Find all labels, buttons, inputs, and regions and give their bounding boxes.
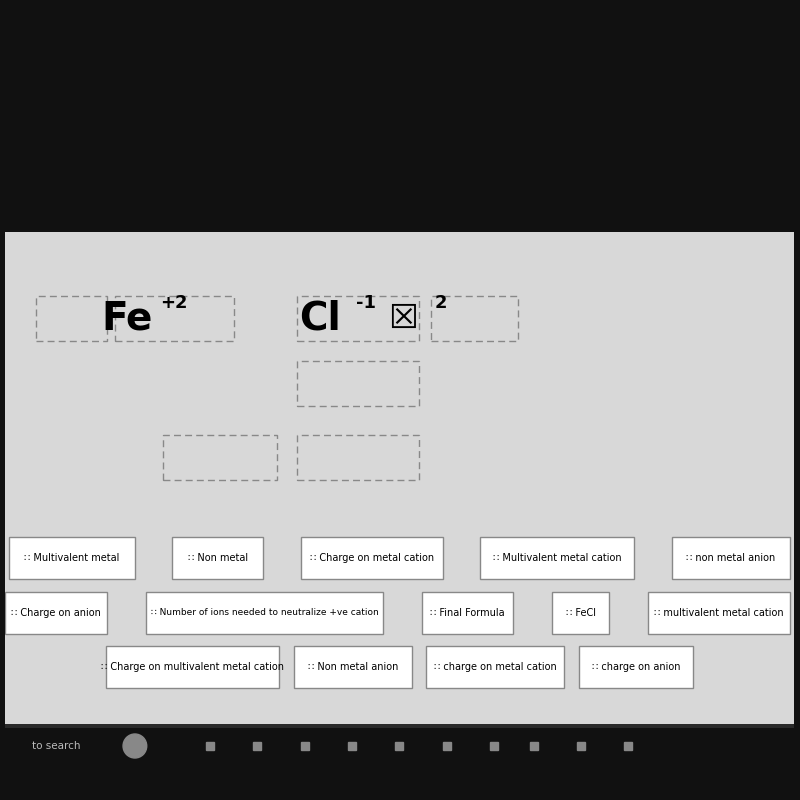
FancyBboxPatch shape bbox=[106, 646, 279, 688]
Text: Fe: Fe bbox=[102, 300, 153, 338]
FancyBboxPatch shape bbox=[146, 591, 383, 634]
Bar bbox=[297, 297, 419, 341]
FancyBboxPatch shape bbox=[5, 232, 794, 728]
Text: ∷ FeCl: ∷ FeCl bbox=[566, 608, 595, 618]
Bar bbox=[162, 435, 277, 480]
FancyBboxPatch shape bbox=[480, 537, 634, 579]
FancyBboxPatch shape bbox=[426, 646, 564, 688]
FancyBboxPatch shape bbox=[578, 646, 693, 688]
Bar bbox=[297, 361, 419, 406]
FancyBboxPatch shape bbox=[5, 728, 794, 800]
FancyBboxPatch shape bbox=[5, 591, 107, 634]
Bar bbox=[36, 297, 107, 341]
Text: -1: -1 bbox=[356, 294, 376, 312]
Text: ∷ Number of ions needed to neutralize +ve cation: ∷ Number of ions needed to neutralize +v… bbox=[151, 608, 378, 617]
FancyBboxPatch shape bbox=[5, 724, 794, 768]
Bar bbox=[431, 297, 518, 341]
Text: ∷ Multivalent metal: ∷ Multivalent metal bbox=[24, 553, 119, 563]
Text: ∷ Charge on metal cation: ∷ Charge on metal cation bbox=[310, 553, 434, 563]
Bar bbox=[297, 435, 419, 480]
Text: ∷ multivalent metal cation: ∷ multivalent metal cation bbox=[654, 608, 784, 618]
FancyBboxPatch shape bbox=[9, 537, 135, 579]
Text: ∷ Multivalent metal cation: ∷ Multivalent metal cation bbox=[493, 553, 622, 563]
FancyBboxPatch shape bbox=[552, 591, 609, 634]
FancyBboxPatch shape bbox=[422, 591, 513, 634]
Text: ☒: ☒ bbox=[388, 302, 418, 335]
FancyBboxPatch shape bbox=[301, 537, 442, 579]
Text: ∷ charge on metal cation: ∷ charge on metal cation bbox=[434, 662, 557, 672]
Text: ∷ Charge on anion: ∷ Charge on anion bbox=[11, 608, 101, 618]
FancyBboxPatch shape bbox=[648, 591, 790, 634]
Text: Cl: Cl bbox=[299, 300, 342, 338]
FancyBboxPatch shape bbox=[672, 537, 790, 579]
Text: ∷ charge on anion: ∷ charge on anion bbox=[591, 662, 680, 672]
Text: ∷ Final Formula: ∷ Final Formula bbox=[430, 608, 505, 618]
FancyBboxPatch shape bbox=[294, 646, 412, 688]
FancyBboxPatch shape bbox=[5, 0, 794, 232]
Circle shape bbox=[123, 734, 146, 758]
Text: ∷ non metal anion: ∷ non metal anion bbox=[686, 553, 775, 563]
Text: +2: +2 bbox=[161, 294, 188, 312]
Text: ∷ Non metal anion: ∷ Non metal anion bbox=[307, 662, 398, 672]
Bar bbox=[115, 297, 234, 341]
Text: to search: to search bbox=[32, 741, 80, 751]
Text: ∷ Charge on multivalent metal cation: ∷ Charge on multivalent metal cation bbox=[101, 662, 284, 672]
FancyBboxPatch shape bbox=[172, 537, 263, 579]
Text: 2: 2 bbox=[435, 294, 447, 312]
Text: ∷ Non metal: ∷ Non metal bbox=[188, 553, 248, 563]
